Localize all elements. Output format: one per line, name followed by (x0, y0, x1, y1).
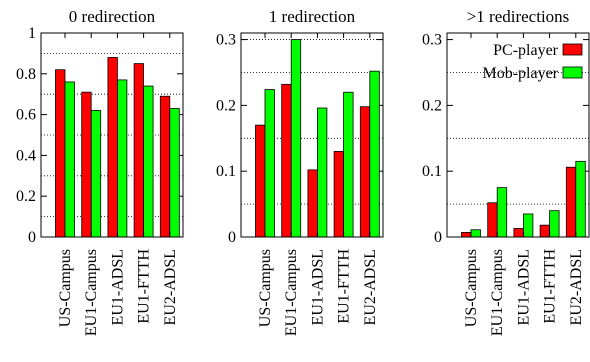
plot-frame (446, 32, 590, 238)
panel-1: 0 redirection 0 0.2 0.4 0.6 0.8 1 US-Campus EU1-… (16, 7, 184, 336)
legend-swatch (562, 66, 583, 79)
y-tick-label: 0.1 (216, 163, 236, 180)
category-label: EU1-FTTH (336, 249, 353, 324)
panel-title: >1 redirections (467, 7, 570, 26)
bar-mob-player (64, 81, 75, 238)
bar-mob-player (575, 160, 586, 238)
category-label: US-Campus (463, 249, 480, 327)
bar-mob-player (117, 79, 128, 238)
category-label: EU1-FTTH (136, 249, 153, 324)
bar-mob-player (169, 108, 180, 238)
category-label: EU1-FTTH (542, 249, 559, 324)
y-tick-label: 0 (28, 229, 36, 246)
y-tick-label: 0 (228, 229, 236, 246)
bar-mob-player (549, 210, 560, 238)
bar-mob-player (290, 39, 302, 238)
bar-mob-player (143, 85, 154, 238)
bar-pc-player (487, 202, 498, 238)
legend-swatch (562, 43, 583, 56)
y-tick-label: 0.8 (16, 66, 36, 83)
category-label: US-Campus (257, 249, 274, 327)
bar-pc-player (255, 124, 266, 238)
bar-pc-player (133, 63, 145, 238)
category-label: EU1-Campus (283, 249, 300, 336)
bar-mob-player (369, 70, 380, 238)
bar-mob-player (316, 107, 328, 238)
legend: PC-player Mob-player (482, 42, 583, 82)
bar-pc-player (107, 57, 118, 238)
panel-3: >1 redirections 0 0.1 0.2 0.3 US-Campus EU1-Ca… (422, 7, 590, 336)
bar-pc-player (281, 83, 292, 238)
plot-frame (240, 32, 384, 238)
bar-mob-player (343, 91, 354, 238)
category-label: US-Campus (57, 249, 74, 327)
y-tick-label: 1 (28, 25, 36, 42)
panel-title: 0 redirection (69, 7, 156, 26)
bar-pc-player (461, 231, 472, 238)
bar-pc-player (565, 166, 577, 238)
bar-mob-player (496, 187, 508, 238)
y-tick-label: 0.2 (16, 188, 36, 205)
category-label: EU2-ADSL (568, 249, 585, 325)
category-label: EU1-Campus (489, 249, 506, 336)
panel-2: 1 redirection 0 0.1 0.2 0.3 US-Campus EU1-Camp… (216, 7, 384, 336)
bar-mob-player (470, 229, 481, 238)
y-tick-label: 0.2 (216, 97, 236, 114)
category-label: EU1-Campus (83, 249, 100, 336)
legend-label: Mob-player (482, 65, 558, 82)
category-label: EU2-ADSL (162, 249, 179, 325)
bar-mob-player (523, 213, 534, 238)
panel-title: 1 redirection (269, 7, 356, 26)
bar-mob-player (90, 110, 102, 238)
y-tick-label: 0.3 (216, 32, 236, 49)
bar-pc-player (513, 228, 524, 238)
y-tick-label: 0.6 (16, 107, 36, 124)
y-tick-label: 0.1 (422, 163, 442, 180)
category-label: EU1-ADSL (309, 249, 326, 325)
bar-pc-player (55, 69, 66, 238)
bar-pc-player (81, 91, 92, 238)
bar-pc-player (307, 169, 318, 238)
category-label: EU2-ADSL (362, 249, 379, 325)
bar-pc-player (333, 151, 345, 238)
bar-pc-player (539, 224, 550, 238)
bar-mob-player (264, 89, 275, 238)
y-tick-label: 0.2 (422, 97, 442, 114)
category-label: EU1-ADSL (515, 249, 532, 325)
y-tick-label: 0.3 (422, 32, 442, 49)
plot-frame (40, 32, 184, 238)
bar-pc-player (359, 106, 371, 238)
y-tick-label: 0.4 (16, 147, 36, 164)
bar-pc-player (159, 95, 171, 238)
y-tick-label: 0 (434, 229, 442, 246)
legend-label: PC-player (493, 42, 559, 59)
category-label: EU1-ADSL (109, 249, 126, 325)
